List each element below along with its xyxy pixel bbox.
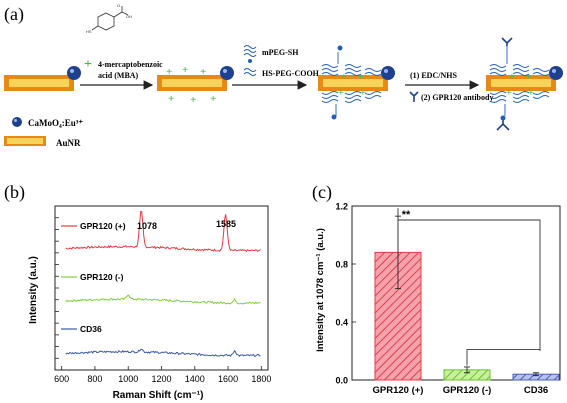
x-tick-label: 1600	[218, 374, 238, 384]
panel-a: (a) O OH HS + 4-mercaptobenzoic acid (MB…	[4, 3, 563, 148]
legend-label-gpr120-minus: GPR120 (-)	[80, 272, 124, 282]
svg-text:+: +	[358, 72, 364, 83]
step1-text-line2: acid (MBA)	[98, 71, 139, 80]
step1-text-line1: 4-mercaptobenzoic	[98, 60, 163, 69]
svg-text:O: O	[117, 3, 120, 8]
significance-bracket	[397, 208, 541, 351]
sub-bracket	[466, 349, 540, 366]
svg-text:+: +	[341, 72, 347, 83]
mba-plus-marks: + + + + + +	[166, 64, 216, 106]
y-tick-label: 0.8	[335, 260, 348, 270]
nanoparticle-1	[67, 66, 81, 80]
chart-b-ylabel: Intensity (a.u.)	[28, 256, 39, 324]
legend-label-cd36: CD36	[80, 324, 102, 334]
panel-a-label: (a)	[4, 4, 24, 25]
svg-text:+: +	[190, 94, 196, 106]
svg-text:+: +	[360, 88, 366, 99]
significance-marker: **	[402, 209, 411, 221]
step3-text-line1: (1) EDC/NHS	[410, 71, 457, 80]
y-tick-label: 0.0	[335, 376, 348, 386]
peg-icon	[243, 45, 257, 76]
peak-label-1585: 1585	[216, 219, 236, 229]
intensity-bar-chart: 0.0 0.4 0.8 1.2 GPR120 (+) GPR120 (-) CD36	[335, 202, 561, 396]
svg-text:+: +	[166, 66, 172, 78]
svg-text:+: +	[528, 88, 534, 99]
gold-nanorod-1	[4, 75, 74, 91]
legend-label-gpr120-plus: GPR120 (+)	[80, 221, 126, 231]
x-tick-label: 1800	[251, 374, 271, 384]
chart-c-ylabel: Intensity at 1078 cm⁻¹ (a.u.)	[315, 228, 326, 352]
y-tick-label: 1.2	[335, 202, 348, 212]
antibody-icon	[409, 91, 419, 102]
category-label-2: CD36	[524, 385, 548, 396]
svg-text:+: +	[338, 88, 344, 99]
step3-text-line2: (2) GPR120 antibody	[421, 93, 493, 102]
category-label-1: GPR120 (-)	[443, 385, 492, 396]
svg-text:+: +	[509, 72, 515, 83]
peak-label-1078: 1078	[137, 221, 157, 231]
spectrum-line-2	[65, 348, 261, 357]
gold-nanorod-4	[486, 75, 556, 91]
legend-np-label: CaMoO₄:Eu³⁺	[28, 118, 83, 128]
peg-chains-3	[321, 52, 382, 116]
spectrum-line-1	[65, 294, 261, 305]
mba-molecule-icon	[91, 6, 129, 31]
y-tick-label: 0.4	[335, 318, 348, 328]
svg-text:+: +	[210, 93, 216, 105]
panel-c: (c) 0.0 0.4 0.8 1.2 GPR120 (+) GPR120 (-) CD36…	[312, 182, 561, 396]
category-label-0: GPR120 (+)	[373, 385, 424, 396]
svg-text:HS: HS	[86, 29, 92, 34]
x-tick-label: 1000	[118, 374, 138, 384]
gold-nanorod-3	[318, 75, 388, 91]
x-tick-label: 1400	[185, 374, 205, 384]
plus-icon: +	[84, 57, 92, 72]
svg-text:OH: OH	[126, 14, 132, 19]
raman-spectrum-chart: 600 800 1000 1200 1400 1600 1800	[54, 205, 271, 384]
chart-b-xlabel: Raman Shift (cm⁻¹)	[113, 390, 204, 401]
svg-text:+: +	[168, 93, 174, 105]
gold-nanorod-2	[157, 75, 227, 91]
svg-text:+: +	[506, 88, 512, 99]
svg-text:+: +	[200, 66, 206, 78]
legend-np-icon	[12, 117, 22, 127]
step2-reagent2: HS-PEG-COOH	[262, 69, 320, 78]
x-tick-label: 800	[87, 374, 102, 384]
legend-rod-label: AuNR	[56, 138, 81, 148]
svg-text:+: +	[182, 64, 188, 76]
svg-text:+: +	[526, 72, 532, 83]
panel-c-label: (c)	[312, 182, 332, 203]
x-tick-label: 600	[54, 374, 69, 384]
step2-reagent1: mPEG-SH	[262, 48, 299, 57]
panel-b-label: (b)	[4, 182, 25, 203]
spectrum-line-0	[65, 210, 261, 253]
panel-b: (b) 600 800 1000 1200 1400 1600 1800 Raman Shi…	[4, 182, 271, 401]
x-tick-label: 1200	[151, 374, 171, 384]
